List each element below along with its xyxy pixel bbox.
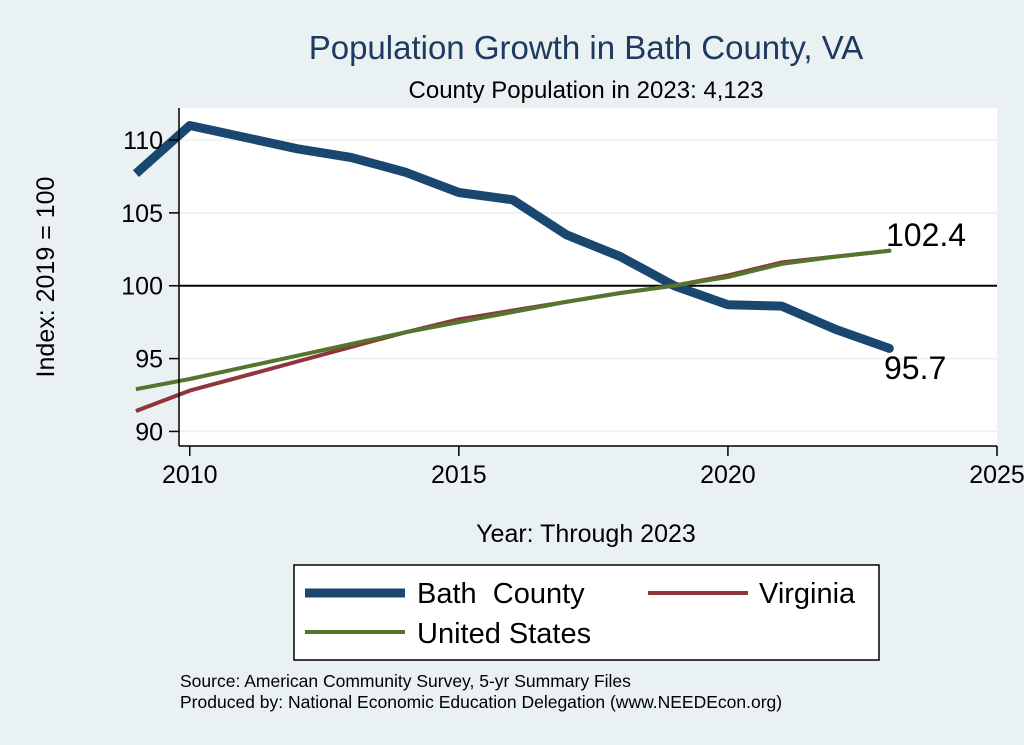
legend-label-virginia: Virginia <box>759 578 856 610</box>
chart-title: Population Growth in Bath County, VA <box>309 29 864 66</box>
x-tick-label-2010: 2010 <box>162 461 218 489</box>
x-tick-label-2020: 2020 <box>700 461 756 489</box>
x-tick-label-2015: 2015 <box>431 461 487 489</box>
series-endpoint-bath-county <box>884 343 894 353</box>
y-tick-label-105: 105 <box>121 200 163 228</box>
end-label-us-virginia: 102.4 <box>886 217 966 253</box>
x-axis-title: Year: Through 2023 <box>476 520 696 548</box>
y-tick-label-100: 100 <box>121 273 163 301</box>
series-line-bath-county <box>132 121 891 353</box>
end-label-bath-county: 95.7 <box>884 350 946 386</box>
x-tick-label-2025: 2025 <box>969 461 1024 489</box>
chart-subtitle: County Population in 2023: 4,123 <box>409 77 764 104</box>
legend-label-bath-county: Bath County <box>417 578 585 610</box>
series-line-united-states <box>135 248 890 392</box>
plot-area <box>179 108 997 446</box>
y-tick-label-110: 110 <box>123 127 163 155</box>
y-tick-label-90: 90 <box>135 418 163 446</box>
legend: Bath County Virginia United States <box>293 564 880 661</box>
source-note: Source: American Community Survey, 5-yr … <box>180 671 631 691</box>
axis-layer: 90 95 100 105 110 2010 2015 2020 2025 <box>121 108 1024 489</box>
series-endpoint-united-states <box>887 248 892 253</box>
y-axis-title: Index: 2019 = 100 <box>32 177 60 378</box>
legend-box <box>293 564 880 661</box>
produced-note: Produced by: National Economic Education… <box>180 692 782 712</box>
legend-label-united-states: United States <box>417 618 591 650</box>
series-layer <box>132 121 894 413</box>
y-tick-label-95: 95 <box>135 346 163 374</box>
